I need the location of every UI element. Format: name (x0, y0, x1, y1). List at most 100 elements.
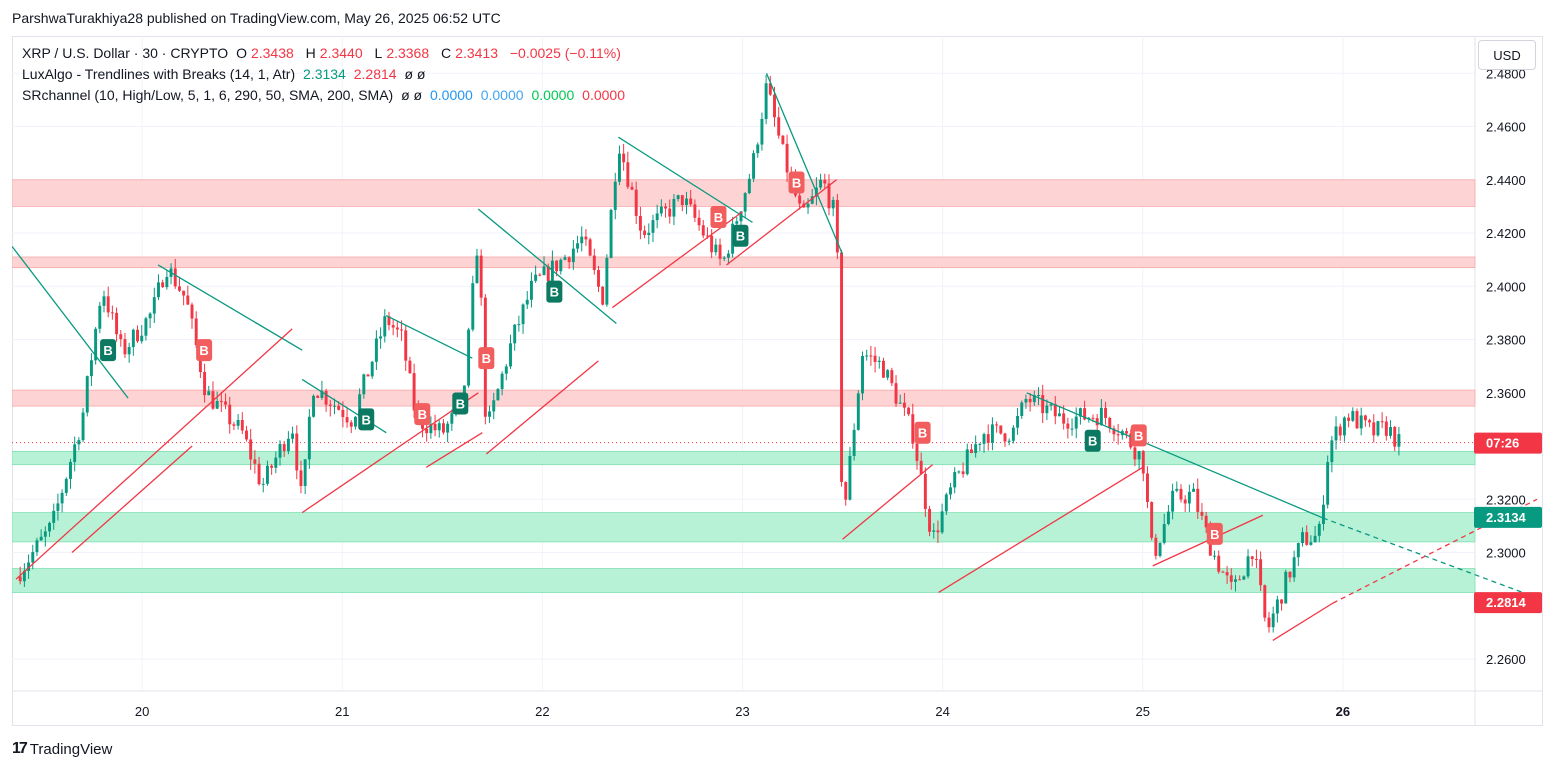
candle-body (366, 374, 370, 377)
candle-body (517, 324, 521, 326)
signal-badge-label: B (550, 285, 559, 300)
candle-body (781, 135, 785, 144)
candle-body (1389, 427, 1392, 436)
candle-body (534, 274, 538, 281)
currency-button[interactable]: USD (1478, 40, 1536, 70)
candle-body (907, 407, 911, 415)
price-axis-tag-label: 07:26 (1486, 436, 1519, 451)
tradingview-footer[interactable]: 17 TradingView (12, 740, 112, 758)
candle-body (106, 296, 110, 313)
candle-body (1200, 511, 1204, 516)
candle-body (722, 257, 726, 259)
candle-body (1003, 433, 1007, 442)
candle-body (400, 329, 404, 331)
candle-body (760, 118, 764, 145)
candle-body (81, 412, 85, 441)
candle-body (131, 329, 135, 348)
candle-body (425, 428, 429, 434)
candle-body (856, 393, 860, 430)
candle-body (1229, 575, 1233, 582)
candle-body (1292, 557, 1296, 578)
candle-body (56, 503, 60, 511)
trendline-up (726, 179, 837, 266)
price-axis-tag: 2.3134 (1474, 506, 1542, 528)
signal-badge-bg (478, 347, 495, 370)
indicator1-title[interactable]: LuxAlgo - Trendlines with Breaks (14, 1,… (22, 66, 296, 82)
indicator2-title[interactable]: SRchannel (10, High/Low, 5, 1, 6, 290, 5… (22, 87, 394, 103)
candle-body (932, 530, 936, 532)
candle-body (312, 395, 316, 417)
signal-badge-bg (358, 408, 375, 431)
candle-body (643, 230, 647, 236)
signal-badge-label: B (1210, 527, 1219, 542)
candle-body (140, 335, 144, 342)
legend-symbol-row[interactable]: XRP / U.S. Dollar · 30 · CRYPTO O 2.3438 … (22, 45, 625, 61)
candle-body (1363, 415, 1367, 421)
candle-body (85, 376, 89, 413)
signal-badge-bg (788, 171, 805, 194)
legend-indicator-srchannel[interactable]: SRchannel (10, High/Low, 5, 1, 6, 290, 5… (22, 87, 629, 103)
candle-body (865, 355, 869, 357)
candle-body (877, 360, 881, 362)
candle-body (467, 329, 471, 386)
candle-body (245, 430, 248, 440)
candle-body (182, 290, 186, 296)
signal-badge-sell: B (1130, 424, 1147, 447)
candle-body (1384, 421, 1388, 436)
trendline-down (12, 245, 129, 399)
candle-body (39, 536, 43, 541)
candle-body (1078, 408, 1082, 417)
candle-body (990, 424, 994, 443)
candle-body (1359, 415, 1363, 429)
tradingview-logo-icon: 17 (12, 740, 28, 757)
trendline-up (425, 432, 483, 468)
signal-badge-sell: B (196, 339, 213, 362)
price-tick-label: 2.3000 (1486, 546, 1526, 561)
candle-body (982, 434, 986, 444)
candle-body (1254, 559, 1258, 561)
trendline-up (301, 392, 479, 514)
symbol-title[interactable]: XRP / U.S. Dollar · 30 · CRYPTO (22, 45, 229, 61)
price-axis-tag-label: 2.2814 (1486, 595, 1527, 610)
signal-badge-sell: B (478, 347, 495, 370)
candle-body (894, 383, 898, 404)
candle-body (978, 443, 982, 445)
candle-body (232, 424, 236, 426)
candle-body (555, 260, 559, 272)
candle-body (1053, 404, 1057, 417)
candle-body (1217, 555, 1221, 572)
candle-body (1246, 556, 1250, 577)
candle-body (98, 305, 102, 329)
candle-body (567, 257, 571, 263)
candle-body (1355, 411, 1359, 429)
candle-body (668, 208, 672, 217)
candle-body (609, 209, 613, 258)
candle-body (835, 199, 839, 253)
candle-body (1074, 416, 1078, 429)
legend-indicator-trendlines[interactable]: LuxAlgo - Trendlines with Breaks (14, 1,… (22, 66, 429, 82)
indicator1-null-values: ø ø (404, 66, 426, 82)
candle-body (999, 425, 1003, 434)
publish-line: ParshwaTurakhiya28 published on TradingV… (12, 10, 501, 26)
candle-body (1162, 524, 1166, 543)
candle-body (102, 296, 106, 306)
signal-badge-buy: B (100, 339, 117, 362)
support-zone (12, 512, 1476, 543)
candle-body (747, 178, 751, 194)
candle-body (580, 236, 584, 244)
trendline-down (477, 208, 617, 325)
signal-badge-bg (452, 392, 469, 415)
candle-body (1146, 473, 1149, 503)
trendline-down (1322, 517, 1538, 599)
candle-body (936, 530, 940, 533)
candle-body (601, 286, 605, 305)
candle-body (1041, 395, 1045, 414)
candle-body (806, 203, 810, 208)
candle-body (1397, 434, 1401, 447)
candle-body (404, 330, 408, 361)
candle-body (1099, 407, 1103, 426)
candle-body (869, 355, 873, 357)
candle-body (43, 531, 47, 537)
candle-body (274, 457, 278, 468)
